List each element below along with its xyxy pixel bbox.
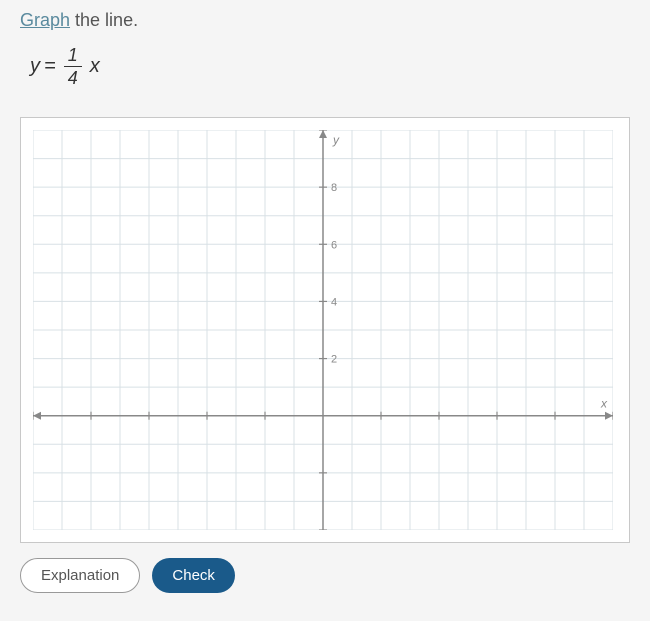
svg-text:x: x (600, 397, 608, 411)
instruction-text: Graph the line. (20, 10, 630, 31)
check-button[interactable]: Check (152, 558, 235, 593)
svg-text:6: 6 (331, 239, 337, 251)
equation-rhs: x (90, 55, 100, 78)
fraction-numerator: 1 (64, 46, 82, 67)
graph-container: 2 4 6 8 y x (20, 117, 630, 543)
equation-fraction: 1 4 (64, 46, 82, 87)
equation-lhs: y (30, 55, 40, 78)
equation: y = 1 4 x (30, 46, 630, 87)
svg-text:y: y (332, 133, 340, 147)
coordinate-grid[interactable]: 2 4 6 8 y x (33, 130, 617, 530)
button-row: Explanation Check (20, 558, 630, 593)
graph-link[interactable]: Graph (20, 10, 70, 30)
instruction-rest: the line. (70, 10, 138, 30)
equation-eq: = (44, 55, 56, 78)
svg-text:2: 2 (331, 354, 337, 366)
fraction-denominator: 4 (64, 67, 82, 87)
svg-text:4: 4 (331, 296, 337, 308)
svg-text:8: 8 (331, 182, 337, 194)
explanation-button[interactable]: Explanation (20, 558, 140, 593)
